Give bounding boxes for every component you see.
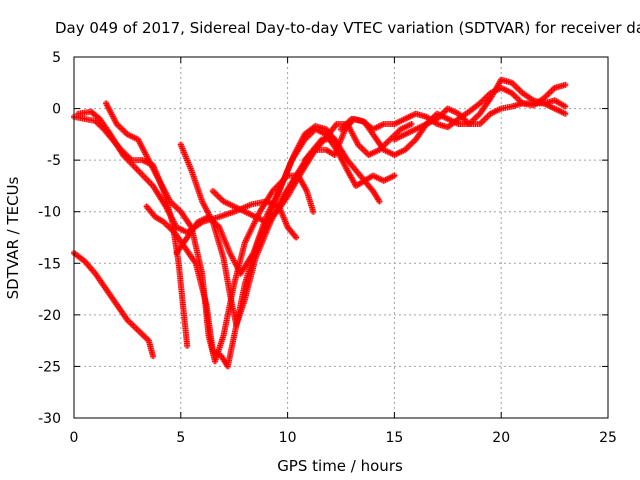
x-tick-label: 25 — [599, 430, 617, 446]
series-track-11 — [391, 100, 569, 143]
series-track-1 — [71, 249, 157, 360]
y-tick-label: -10 — [38, 205, 61, 221]
y-tick-label: -15 — [38, 256, 61, 272]
x-tick-label: 15 — [385, 430, 403, 446]
data-point-markers — [177, 136, 383, 329]
y-axis-label: SDTVAR / TECUs — [4, 176, 22, 299]
axis-ticks: 0 5 10 15 20 25 5 0 -5 -10 -15 -20 -25 -30 — [38, 50, 617, 446]
series-track-7 — [177, 136, 383, 329]
x-tick-label: 10 — [279, 430, 297, 446]
data-point-markers — [391, 100, 569, 143]
series-line — [71, 249, 157, 360]
series-track-10 — [338, 81, 569, 133]
series-line — [177, 136, 383, 329]
y-tick-label: 0 — [52, 102, 61, 118]
grid-lines — [74, 57, 608, 418]
plot-frame — [73, 56, 609, 419]
y-tick-label: 5 — [52, 50, 61, 66]
y-tick-label: -30 — [38, 411, 61, 427]
chart-title: Day 049 of 2017, Sidereal Day-to-day VTE… — [55, 19, 640, 37]
y-tick-label: -5 — [47, 153, 61, 169]
x-tick-label: 20 — [492, 430, 510, 446]
x-axis-label: GPS time / hours — [277, 457, 403, 475]
y-tick-label: -20 — [38, 308, 61, 324]
y-tick-label: -25 — [38, 359, 61, 375]
data-point-markers — [338, 81, 569, 133]
x-tick-label: 5 — [176, 430, 185, 446]
x-tick-label: 0 — [70, 430, 79, 446]
data-series — [71, 76, 569, 370]
